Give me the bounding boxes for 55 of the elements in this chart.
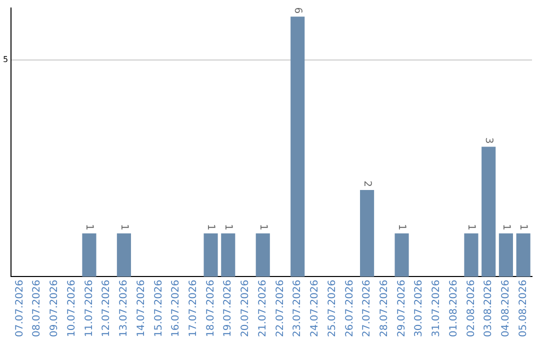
x-tick-label: 04.08.2026	[500, 280, 512, 338]
x-tick-label: 22.07.2026	[274, 280, 286, 338]
bar	[204, 233, 218, 277]
x-tick-label: 01.08.2026	[448, 280, 460, 338]
x-tick-label: 16.07.2026	[170, 280, 182, 338]
data-label: 3	[482, 137, 494, 144]
bar	[394, 233, 409, 277]
data-label: 1	[118, 224, 130, 230]
x-tick-label: 13.07.2026	[118, 280, 130, 338]
x-tick-label: 10.07.2026	[66, 280, 78, 338]
x-tick-label: 08.07.2026	[32, 280, 43, 338]
x-tick-label: 23.07.2026	[292, 280, 304, 338]
x-tick-label: 07.07.2026	[14, 280, 26, 338]
data-label: 1	[222, 224, 234, 230]
x-tick-label: 11.07.2026	[84, 280, 95, 338]
x-tick-label: 17.07.2026	[188, 280, 199, 338]
x-tick-label: 02.08.2026	[466, 280, 477, 338]
x-tick-label: 12.07.2026	[101, 280, 112, 338]
x-tick-label: 30.07.2026	[414, 280, 425, 338]
data-label: 6	[292, 7, 303, 14]
bar	[516, 233, 530, 277]
data-label: 1	[518, 224, 529, 230]
x-tick-label: 28.07.2026	[379, 280, 390, 338]
data-label: 1	[257, 224, 268, 230]
data-label: 1	[466, 224, 477, 230]
x-tick-label: 15.07.2026	[153, 280, 164, 338]
x-tick-label: 21.07.2026	[257, 280, 268, 338]
x-tick-label: 29.07.2026	[396, 280, 408, 338]
x-tick-label: 18.07.2026	[205, 280, 216, 338]
x-tick-label: 03.08.2026	[483, 280, 494, 338]
data-label: 2	[361, 180, 372, 188]
x-tick-label: 09.07.2026	[49, 280, 60, 338]
x-tick-label: 26.07.2026	[344, 280, 356, 338]
bar	[256, 233, 270, 277]
y-tick-label: 5	[2, 55, 8, 64]
x-tick-label: 31.07.2026	[431, 280, 442, 338]
bar	[290, 16, 305, 277]
x-tick-label: 24.07.2026	[310, 280, 321, 338]
bar	[360, 190, 374, 277]
x-tick-label: 20.07.2026	[240, 280, 252, 338]
bar	[221, 233, 236, 277]
data-label: 1	[205, 224, 216, 230]
x-tick-label: 25.07.2026	[326, 280, 338, 338]
data-label: 1	[84, 224, 95, 230]
x-tick-label: 27.07.2026	[362, 280, 373, 338]
bar	[482, 146, 496, 277]
x-tick-label: 19.07.2026	[222, 280, 234, 338]
x-tick-label: 05.08.2026	[518, 280, 529, 338]
bar	[82, 233, 96, 277]
data-label: 1	[500, 224, 512, 230]
bar	[498, 233, 513, 277]
bar	[464, 233, 478, 277]
bar	[116, 233, 131, 277]
data-label: 1	[396, 224, 408, 230]
x-tick-label: 14.07.2026	[136, 280, 147, 338]
